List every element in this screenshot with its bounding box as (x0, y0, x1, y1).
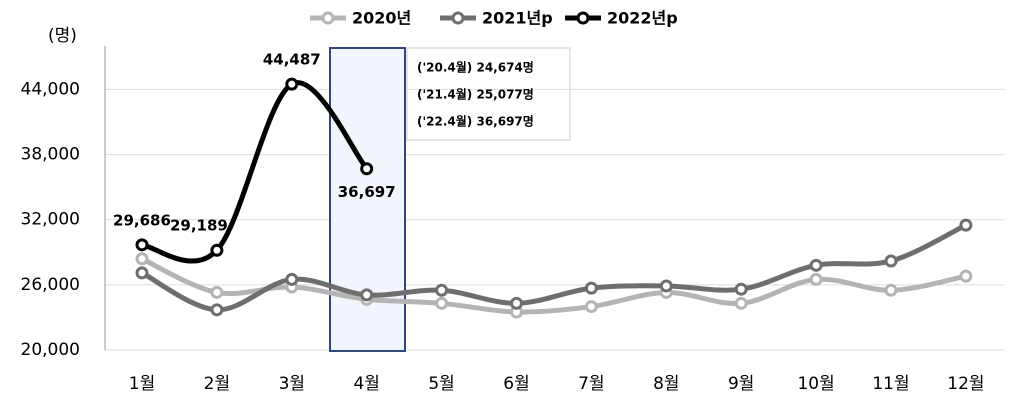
data-label: 36,697 (338, 183, 396, 201)
x-tick-label: 7월 (578, 374, 604, 394)
point (809, 258, 823, 272)
point (734, 282, 748, 296)
y-tick-label: 38,000 (21, 145, 80, 165)
point (809, 272, 823, 286)
x-tick-label: 9월 (728, 374, 754, 394)
point (435, 296, 449, 310)
point (659, 279, 673, 293)
y-unit: (명) (48, 26, 77, 46)
point (734, 296, 748, 310)
y-tick-label: 26,000 (21, 275, 80, 295)
annotation: ('22.4월) 36,697명 (417, 114, 534, 129)
series-line (140, 222, 967, 313)
point (435, 283, 449, 297)
point (360, 288, 374, 302)
legend-label: 2022년p (607, 9, 678, 28)
y-tick-label: 20,000 (21, 340, 80, 360)
x-tick-label: 3월 (279, 374, 305, 394)
point (135, 252, 149, 266)
point (360, 162, 374, 176)
x-tick-label: 10월 (797, 374, 834, 394)
point (959, 269, 973, 283)
y-tick-label: 44,000 (21, 79, 80, 99)
legend-marker (451, 11, 465, 25)
point (285, 77, 299, 91)
x-tick-label: 1월 (129, 374, 155, 394)
point (285, 272, 299, 286)
x-tick-label: 2월 (204, 374, 230, 394)
point (210, 243, 224, 257)
legend-marker (576, 11, 590, 25)
x-tick-label: 8월 (653, 374, 679, 394)
point (584, 281, 598, 295)
annotation: ('20.4월) 24,674명 (417, 60, 534, 75)
series-line (140, 256, 967, 315)
point (135, 238, 149, 252)
point (135, 266, 149, 280)
legend-label: 2021년p (482, 9, 553, 28)
point (884, 283, 898, 297)
annotation: ('21.4월) 25,077명 (417, 87, 534, 102)
data-label: 29,686 (113, 211, 171, 229)
annotation-box (406, 47, 571, 141)
y-tick-label: 32,000 (21, 210, 80, 230)
legend-marker (321, 11, 335, 25)
data-label: 44,487 (263, 51, 321, 69)
point (584, 300, 598, 314)
x-tick-label: 12월 (947, 374, 984, 394)
series-line (141, 80, 369, 264)
point (210, 285, 224, 299)
legend-label: 2020년 (352, 9, 411, 28)
point (959, 218, 973, 232)
point (884, 254, 898, 268)
x-tick-label: 11월 (872, 374, 909, 394)
data-label: 29,189 (170, 217, 228, 235)
x-tick-label: 4월 (353, 374, 379, 394)
x-tick-label: 5월 (428, 374, 454, 394)
point (510, 296, 523, 310)
x-tick-label: 6월 (503, 374, 529, 394)
point (210, 303, 224, 317)
